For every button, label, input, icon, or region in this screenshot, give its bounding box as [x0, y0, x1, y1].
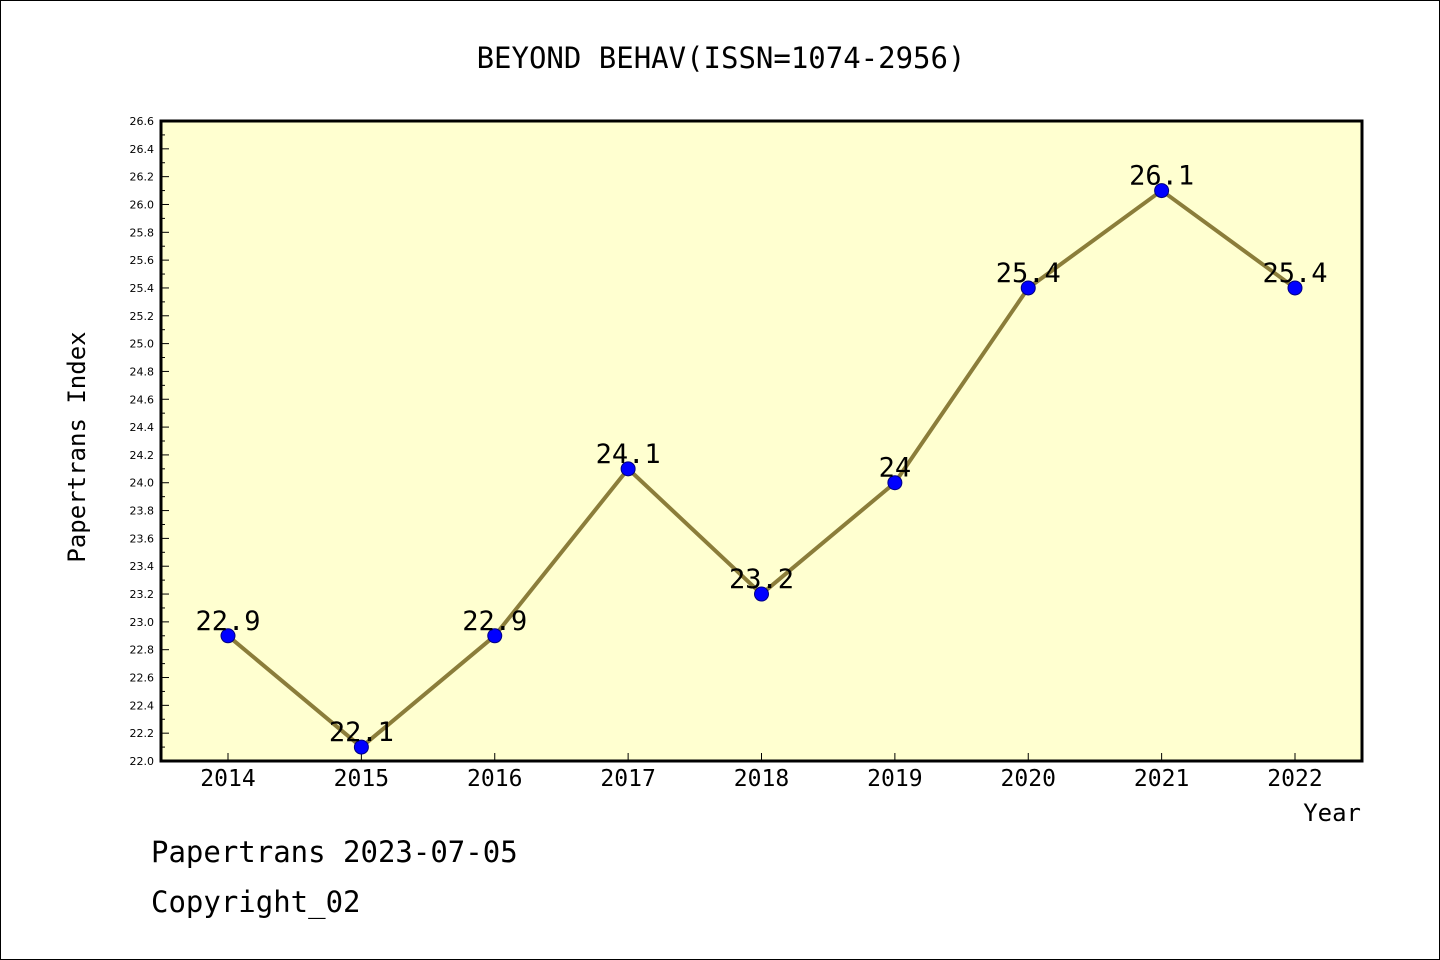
y-tick-label: 24.0	[130, 477, 155, 490]
y-tick-label: 24.4	[130, 421, 155, 434]
y-axis-label: Papertrans Index	[63, 331, 91, 562]
chart-title: BEYOND BEHAV(ISSN=1074-2956)	[477, 41, 966, 75]
data-label: 24	[879, 453, 912, 484]
y-tick-label: 22.8	[130, 644, 155, 657]
y-tick-label: 24.8	[130, 365, 155, 378]
y-tick-label: 25.4	[130, 282, 155, 295]
data-label: 22.9	[195, 606, 260, 637]
x-axis-label: Year	[1303, 799, 1361, 827]
y-tick-label: 26.0	[130, 198, 155, 211]
x-tick-label: 2014	[200, 766, 255, 792]
y-tick-label: 23.4	[130, 560, 155, 573]
data-label: 24.1	[596, 439, 661, 470]
y-tick-label: 25.2	[130, 310, 155, 323]
x-tick-label: 2020	[1001, 766, 1056, 792]
data-point-marker	[620, 461, 636, 477]
x-tick-label: 2022	[1267, 766, 1322, 792]
x-tick-label: 2017	[600, 766, 655, 792]
data-point-marker	[1287, 280, 1303, 296]
data-label: 23.2	[729, 564, 794, 595]
y-tick-label: 26.2	[130, 171, 155, 184]
y-tick-label: 23.8	[130, 505, 155, 518]
x-tick-label: 2021	[1134, 766, 1189, 792]
y-tick-label: 26.4	[130, 143, 155, 156]
x-tick-label: 2016	[467, 766, 522, 792]
series-layer: 22.9 22.1 22.9 24.1 23.2 24 25.4 26.1 25.4	[195, 161, 1328, 755]
data-point-marker	[353, 739, 369, 755]
data-point-marker	[1020, 280, 1036, 296]
x-axis: 2014 2015 2016 2017 2018 2019 2020 2021 2022	[200, 753, 1323, 792]
footer-date-text: Papertrans 2023-07-05	[151, 835, 518, 869]
y-tick-label: 23.6	[130, 532, 155, 545]
y-tick-label: 25.0	[130, 338, 155, 351]
data-label: 25.4	[996, 258, 1061, 289]
y-tick-label: 22.2	[130, 727, 155, 740]
y-tick-label: 25.8	[130, 226, 155, 239]
y-tick-label: 24.6	[130, 393, 155, 406]
y-tick-label: 22.4	[130, 699, 155, 712]
data-label: 22.9	[462, 606, 527, 637]
data-point-marker	[220, 628, 236, 644]
x-tick-label: 2018	[734, 766, 789, 792]
data-point-marker	[887, 475, 903, 491]
y-tick-label: 26.6	[130, 115, 155, 128]
y-tick-label: 23.2	[130, 588, 155, 601]
x-tick-label: 2019	[867, 766, 922, 792]
data-point-marker	[487, 628, 503, 644]
data-label: 25.4	[1262, 258, 1327, 289]
y-tick-label: 22.6	[130, 672, 155, 685]
data-label: 22.1	[329, 717, 394, 748]
y-tick-label: 25.6	[130, 254, 155, 267]
y-tick-label: 23.0	[130, 616, 155, 629]
data-point-marker	[1154, 183, 1170, 199]
y-axis: 22.0 22.2 22.4 22.6 22.8 23.0 23.2 23.4 23.6 23.8…	[130, 115, 169, 768]
footer-copyright-text: Copyright_02	[151, 885, 361, 919]
x-tick-label: 2015	[334, 766, 389, 792]
data-label: 26.1	[1129, 161, 1194, 192]
y-tick-label: 22.0	[130, 755, 155, 768]
plot-area	[159, 119, 1364, 763]
data-point-marker	[754, 586, 769, 602]
y-tick-label: 24.2	[130, 449, 155, 462]
